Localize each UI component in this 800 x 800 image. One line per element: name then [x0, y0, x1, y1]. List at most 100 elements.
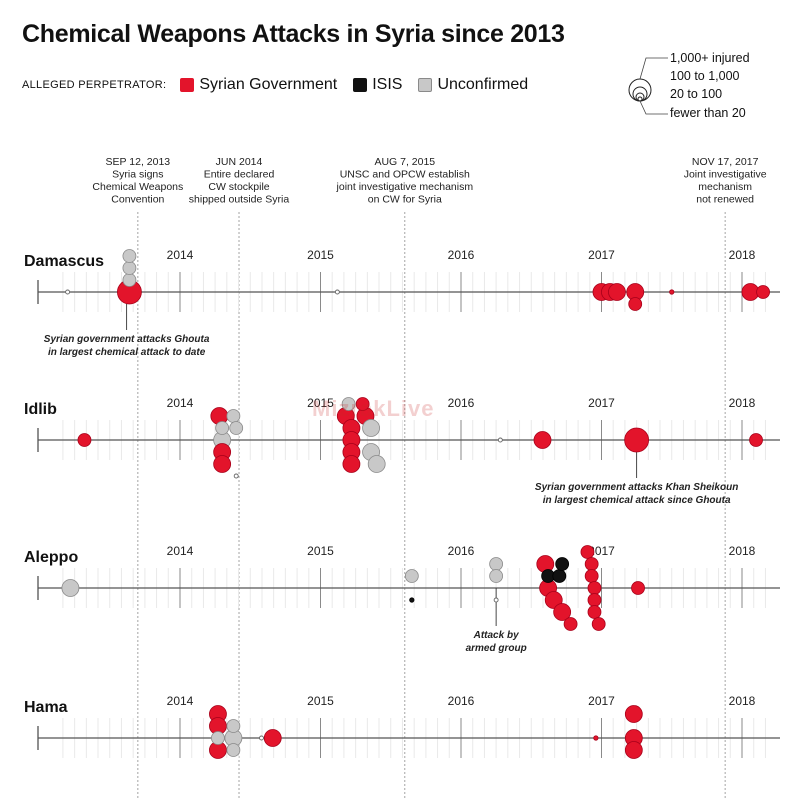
year-label: 2015	[307, 396, 334, 410]
event-annotation-text: Entire declared	[204, 169, 275, 181]
attack-marker	[624, 427, 650, 453]
attack-marker	[587, 593, 602, 607]
event-annotation-text: on CW for Syria	[368, 194, 442, 206]
event-annotation-text: joint investigative mechanism	[336, 181, 474, 193]
event-annotation-text: JUN 2014	[216, 156, 263, 168]
attack-marker	[215, 421, 230, 435]
attack-marker	[489, 569, 504, 583]
attack-marker	[624, 705, 643, 723]
attack-marker	[756, 285, 770, 299]
attack-marker	[61, 579, 80, 597]
event-annotation-text: Convention	[111, 194, 164, 206]
legend-label-unconfirmed: Unconfirmed	[437, 76, 529, 93]
event-annotation-text: SEP 12, 2013	[106, 156, 171, 168]
attack-marker	[233, 473, 239, 479]
attack-marker	[211, 731, 225, 745]
note-text: in largest chemical attack since Ghouta	[543, 495, 731, 506]
year-label: 2014	[167, 694, 194, 708]
attack-marker	[553, 603, 572, 621]
attack-marker	[367, 455, 386, 473]
perpetrator-legend: ALLEGED PERPETRATOR: Syrian Government I…	[22, 74, 544, 96]
attack-marker	[362, 419, 380, 437]
legend-label-isis: ISIS	[372, 76, 403, 93]
attack-marker	[552, 569, 567, 583]
note-text: armed group	[466, 643, 527, 654]
note-text: Attack by	[473, 630, 519, 641]
event-annotation-text: Chemical Weapons	[92, 181, 183, 193]
attack-marker	[555, 557, 570, 571]
region-label: Hama	[24, 699, 68, 716]
attack-marker	[497, 437, 503, 443]
event-annotation-text: NOV 17, 2017	[692, 156, 759, 168]
size-key: 1,000+ injured 100 to 1,000 20 to 100 fe…	[620, 50, 796, 125]
legend-swatch-isis	[353, 78, 368, 92]
attack-marker	[229, 421, 244, 435]
event-annotation-text: UNSC and OPCW establish	[340, 169, 470, 181]
region-label: Damascus	[24, 253, 104, 270]
attack-marker	[749, 433, 763, 447]
attack-marker	[587, 605, 602, 619]
attack-marker	[580, 545, 595, 559]
attack-marker	[122, 261, 137, 275]
legend-swatch-unconfirmed	[418, 78, 433, 92]
attack-marker	[226, 409, 241, 423]
attack-marker	[489, 557, 504, 571]
attack-marker	[628, 297, 643, 311]
year-label: 2017	[588, 396, 615, 410]
year-label: 2017	[588, 248, 615, 262]
note-text: Syrian government attacks Ghouta	[44, 334, 210, 345]
year-label: 2018	[729, 396, 756, 410]
attack-marker	[77, 433, 92, 447]
note-text: Syrian government attacks Khan Sheikoun	[535, 482, 738, 493]
attack-marker	[263, 729, 282, 747]
attack-marker	[493, 597, 499, 603]
size-key-label-100-1000: 100 to 1,000	[670, 69, 740, 83]
event-annotation-text: mechanism	[698, 181, 752, 193]
year-label: 2016	[448, 248, 475, 262]
attack-marker	[587, 581, 602, 595]
year-label: 2017	[588, 694, 615, 708]
year-label: 2018	[729, 544, 756, 558]
event-annotation-text: AUG 7, 2015	[374, 156, 435, 168]
attack-marker	[409, 597, 415, 603]
attack-marker	[341, 397, 356, 411]
attack-marker	[65, 289, 71, 295]
size-key-label-20-100: 20 to 100	[670, 87, 723, 101]
attack-marker	[563, 617, 578, 631]
attack-marker	[624, 741, 643, 759]
year-label: 2016	[448, 694, 475, 708]
year-label: 2015	[307, 544, 334, 558]
attack-marker	[259, 735, 264, 741]
note-text: in largest chemical attack to date	[48, 347, 206, 358]
attack-marker	[631, 581, 645, 595]
year-label: 2017	[588, 544, 615, 558]
legend-label-government: Syrian Government	[199, 76, 338, 93]
year-label: 2018	[729, 694, 756, 708]
region-label: Aleppo	[24, 549, 78, 566]
attack-marker	[334, 289, 340, 295]
year-label: 2015	[307, 248, 334, 262]
attack-marker	[669, 289, 675, 295]
event-annotation-text: shipped outside Syria	[189, 194, 290, 206]
attack-marker	[226, 743, 241, 757]
region-label: Idlib	[24, 401, 57, 418]
year-label: 2015	[307, 694, 334, 708]
legend-swatch-government	[180, 78, 195, 92]
event-annotation-text: Syria signs	[112, 169, 163, 181]
attack-marker	[342, 455, 361, 473]
attack-marker	[213, 455, 232, 473]
attack-marker	[404, 569, 419, 583]
attack-marker	[533, 431, 552, 449]
attack-marker	[593, 735, 599, 741]
attack-marker	[584, 569, 599, 583]
chart-title: Chemical Weapons Attacks in Syria since …	[22, 20, 565, 48]
year-label: 2014	[167, 544, 194, 558]
year-label: 2016	[448, 544, 475, 558]
year-label: 2018	[729, 248, 756, 262]
legend-lead: ALLEGED PERPETRATOR:	[22, 79, 167, 91]
event-annotation-text: Joint investigative	[684, 169, 767, 181]
year-label: 2014	[167, 248, 194, 262]
size-key-leader-4	[639, 100, 668, 115]
size-key-label-1000plus: 1,000+ injured	[670, 51, 750, 65]
